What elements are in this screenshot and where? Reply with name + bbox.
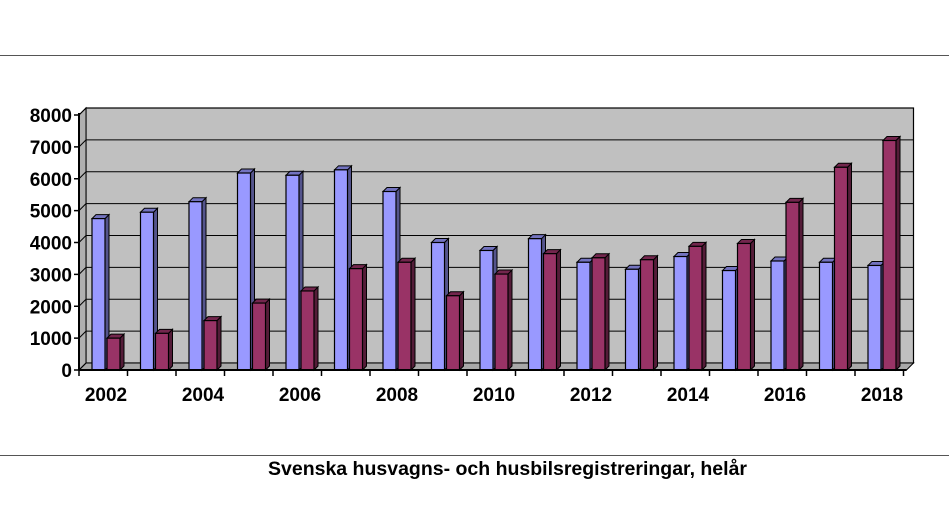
bar-side — [265, 297, 270, 372]
bar-husbilar-2013 — [639, 254, 659, 372]
bar-front — [867, 264, 882, 371]
bar-front — [251, 302, 267, 371]
bar-front — [527, 238, 543, 371]
gridline-diagonal — [78, 235, 87, 243]
bar-front — [721, 269, 737, 371]
bar-husbilar-2017 — [833, 162, 853, 372]
bar-front — [445, 295, 461, 371]
bar-front — [542, 253, 558, 371]
bar-front — [333, 169, 349, 371]
bar-front — [688, 245, 703, 371]
bar-front — [833, 166, 849, 371]
bar-front — [154, 332, 170, 371]
gridline-diagonal — [78, 267, 87, 275]
bar-front — [591, 257, 606, 371]
bar-front — [285, 174, 300, 371]
y-tick-label: 0 — [61, 361, 72, 382]
axes — [78, 113, 907, 371]
x-tick-label: 2014 — [667, 385, 710, 406]
gridline-diagonal — [78, 203, 87, 211]
bar-husbilar-2018 — [881, 135, 902, 372]
y-tick-label: 6000 — [30, 170, 72, 191]
y-tick-label: 3000 — [30, 265, 72, 286]
bar-side — [313, 285, 319, 372]
bar-husbilar-2002 — [105, 332, 126, 372]
x-tick-label: 2006 — [279, 385, 321, 406]
bar-side — [168, 328, 173, 372]
bar-husbilar-2014 — [687, 241, 708, 372]
x-axis-ticks: 2002 2004 2006 2008 2010 2012 2014 2016 2018 — [78, 370, 905, 406]
bar-side — [216, 315, 222, 372]
bar-front — [818, 261, 834, 371]
gridline-diagonal — [78, 362, 87, 371]
y-tick-label: 2000 — [30, 297, 72, 318]
x-tick-label: 2016 — [764, 385, 806, 406]
bar-front — [188, 201, 203, 371]
x-tick-label: 2004 — [182, 385, 225, 406]
bar-front — [785, 201, 800, 371]
y-tick-label: 1000 — [30, 329, 72, 350]
bottom-divider — [0, 455, 949, 456]
bar-front — [397, 261, 412, 371]
bar-husbilar-2015 — [736, 238, 756, 372]
gridline-diagonal — [78, 171, 87, 180]
x-tick-label: 2002 — [85, 385, 127, 406]
gridline-diagonal — [78, 107, 87, 116]
x-tick-label: 2018 — [861, 385, 903, 406]
x-tick-label: 2008 — [376, 385, 418, 406]
bar-husbilar-2012 — [590, 252, 611, 372]
bar-side — [362, 263, 367, 372]
chart-title: Svenska husvagns- och husbilsregistrerin… — [268, 458, 748, 480]
y-axis-ticks: 0 1000 2000 3000 4000 5000 6000 7000 8000 — [30, 106, 79, 382]
x-tick-label: 2012 — [570, 385, 612, 406]
top-divider — [0, 55, 949, 56]
bar-husbilar-2009 — [445, 290, 465, 372]
bar-front — [91, 217, 106, 371]
bar-husbilar-2008 — [396, 257, 417, 372]
bar-husbilar-2007 — [348, 263, 368, 372]
y-tick-label: 7000 — [30, 138, 72, 159]
bar-front — [770, 260, 785, 371]
bar-husbilar-2004 — [202, 315, 223, 372]
bar-husbilar-2011 — [542, 248, 562, 372]
bar-front — [639, 259, 655, 371]
gridline-diagonal — [78, 139, 87, 148]
bar-front — [624, 268, 640, 371]
bar-front — [494, 273, 509, 371]
y-tick-label: 8000 — [30, 106, 72, 127]
bar-front — [382, 190, 397, 371]
bar-front — [139, 211, 155, 371]
y-tick-label: 4000 — [30, 234, 72, 255]
gridline-diagonal — [78, 298, 87, 307]
bar-husbilar-2016 — [784, 197, 805, 372]
bar-front — [736, 242, 752, 371]
x-tick-label: 2010 — [473, 385, 515, 406]
bar-side — [410, 257, 416, 372]
bar-husbilar-2006 — [299, 285, 320, 372]
bar-front — [430, 241, 446, 371]
bar-husbilar-2010 — [493, 268, 514, 372]
bar-front — [348, 268, 364, 371]
bar-front — [673, 255, 688, 371]
bar-front — [576, 261, 591, 371]
bar-front — [203, 319, 218, 371]
bar-husbilar-2005 — [251, 297, 271, 372]
bar-front — [882, 139, 897, 371]
bar-side — [459, 290, 464, 372]
gridline-diagonal — [78, 330, 87, 339]
bar-front — [106, 337, 121, 371]
bar-side — [507, 268, 513, 372]
bar-front — [479, 249, 494, 371]
bar-husbilar-2003 — [154, 328, 174, 372]
bar-front — [300, 290, 315, 371]
y-tick-label: 5000 — [30, 202, 72, 223]
bar-front — [236, 172, 252, 371]
